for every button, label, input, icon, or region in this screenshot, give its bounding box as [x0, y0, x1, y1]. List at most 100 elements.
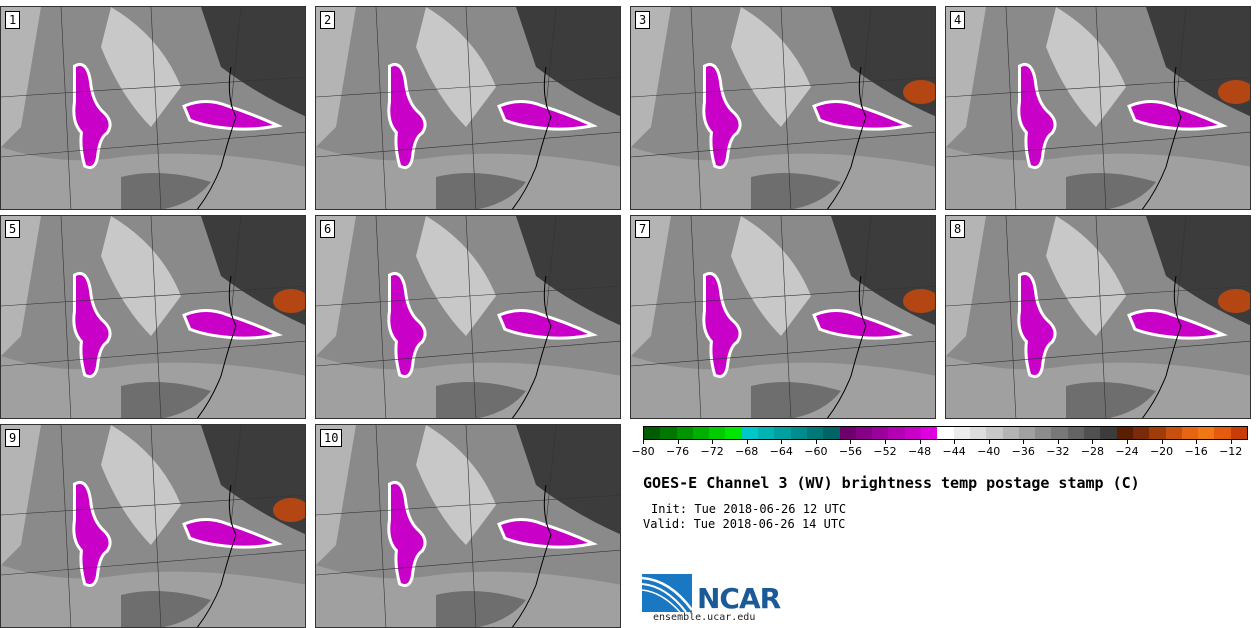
- cold-cloud: [1020, 66, 1054, 166]
- colorbar-swatch: [1084, 427, 1101, 439]
- water-vapor-map: [1, 216, 305, 418]
- dry-region-northeast: [201, 7, 305, 117]
- colorbar-swatch: [790, 427, 807, 439]
- warm-patch: [1218, 289, 1250, 313]
- init-time: Init: Tue 2018-06-26 12 UTC: [651, 502, 847, 516]
- cold-cloud: [390, 66, 424, 166]
- panel-number: 5: [5, 220, 21, 238]
- colorbar-tick-label: −76: [665, 445, 690, 458]
- colorbar-tick-label: −60: [804, 445, 828, 458]
- colorbar-swatch: [644, 427, 661, 439]
- colorbar-swatch: [921, 427, 938, 439]
- colorbar-swatch: [1132, 427, 1150, 439]
- warm-patch: [273, 498, 305, 522]
- cold-cloud: [816, 312, 903, 337]
- coastline: [196, 275, 237, 418]
- map-panel: 5: [0, 215, 306, 419]
- cold-cloud: [1020, 275, 1054, 375]
- moist-band-west: [1, 425, 41, 565]
- colorbar-ticks: −80 −76 −72 −68 −64 −60 −56 −52 −48 −44 −40 −36 −32−…: [631, 440, 1248, 462]
- colorbar-swatch: [725, 427, 742, 439]
- state-borders: [1, 7, 305, 209]
- panel-number: 8: [950, 220, 966, 238]
- colorbar-tick-label: −44: [942, 445, 966, 458]
- valid-time: Valid: Tue 2018-06-26 14 UTC: [643, 517, 846, 531]
- cold-cloud: [816, 103, 903, 128]
- cold-cloud: [75, 484, 109, 584]
- dark-patch-south: [1066, 382, 1156, 418]
- panel-number: 3: [635, 11, 651, 29]
- website-url: ensemble.ucar.edu: [653, 612, 756, 623]
- dry-region-northeast: [516, 7, 620, 117]
- colorbar-swatch: [839, 427, 856, 439]
- warm-patch: [1218, 80, 1250, 104]
- water-vapor-map: [316, 425, 620, 627]
- light-region: [416, 216, 496, 336]
- moist-band-west: [946, 216, 986, 356]
- colorbar-tick-mark: [643, 440, 644, 444]
- map-panel: 4: [945, 6, 1251, 210]
- colorbar-tick-mark: [1092, 440, 1094, 444]
- colorbar-tick-mark: [1196, 440, 1198, 444]
- coastline: [196, 66, 237, 209]
- colorbar-swatch: [1002, 427, 1019, 439]
- warm-patch: [903, 80, 935, 104]
- cold-cloud: [501, 312, 588, 337]
- colorbar-swatch: [806, 427, 824, 439]
- map-panel: 1: [0, 6, 306, 210]
- water-vapor-map: [946, 216, 1250, 418]
- water-vapor-map: [316, 216, 620, 418]
- colorbar-swatch: [969, 427, 987, 439]
- colorbar-tick-label: −32: [1046, 445, 1070, 458]
- colorbar-swatch: [1100, 427, 1117, 439]
- colorbar-swatch: [709, 427, 726, 439]
- colorbar-swatch: [1165, 427, 1182, 439]
- state-borders: [316, 216, 620, 418]
- colorbar-swatch: [676, 427, 693, 439]
- panel-number: 1: [5, 11, 21, 29]
- colorbar-tick-label: −16: [1184, 445, 1208, 458]
- cold-cloud: [705, 66, 739, 166]
- colorbar-tick-label: −52: [873, 445, 897, 458]
- colorbar-swatch: [823, 427, 840, 439]
- panel-number: 6: [320, 220, 336, 238]
- colorbar: [643, 426, 1248, 440]
- light-region: [731, 216, 811, 336]
- colorbar-swatch: [904, 427, 922, 439]
- light-region: [101, 216, 181, 336]
- moist-band-west: [1, 7, 41, 147]
- cold-cloud: [390, 484, 424, 584]
- colorbar-swatch: [1214, 427, 1231, 439]
- map-panel: 6: [315, 215, 621, 419]
- colorbar-tick-label: −80: [631, 445, 655, 458]
- water-vapor-map: [1, 425, 305, 627]
- warm-patch: [903, 289, 935, 313]
- coastline: [511, 275, 552, 418]
- moist-band-west: [316, 216, 356, 356]
- colorbar-swatch: [1181, 427, 1199, 439]
- colorbar-tick-mark: [885, 440, 886, 444]
- colorbar-swatch: [1067, 427, 1085, 439]
- dark-patch-south: [751, 382, 841, 418]
- map-panel: 3: [630, 6, 936, 210]
- colorbar-tick-mark: [1057, 440, 1059, 444]
- map-panel: 7: [630, 215, 936, 419]
- colorbar-tick-mark: [1023, 440, 1025, 444]
- state-borders: [1, 216, 305, 418]
- light-region: [731, 7, 811, 127]
- state-borders: [946, 7, 1250, 209]
- dark-patch-south: [436, 591, 526, 627]
- cold-cloud: [75, 66, 109, 166]
- colorbar-swatch: [1035, 427, 1052, 439]
- colorbar-swatch: [1230, 427, 1247, 439]
- colorbar-tick-mark: [677, 440, 679, 444]
- colorbar-swatch: [1051, 427, 1068, 439]
- colorbar-swatch: [741, 427, 759, 439]
- cold-cloud: [501, 103, 588, 128]
- colorbar-swatch: [888, 427, 905, 439]
- water-vapor-map: [631, 7, 935, 209]
- water-vapor-map: [316, 7, 620, 209]
- dark-patch-south: [121, 382, 211, 418]
- dark-patch-south: [751, 173, 841, 209]
- light-region: [1046, 216, 1126, 336]
